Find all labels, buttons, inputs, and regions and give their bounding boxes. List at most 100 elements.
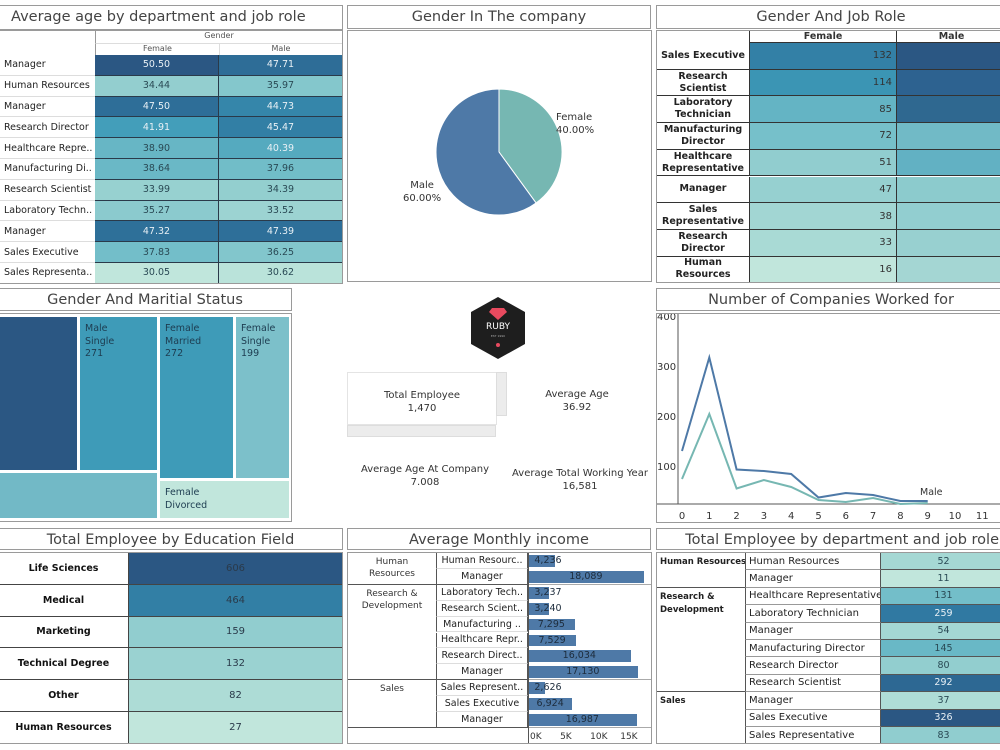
income-role-label: Laboratory Tech..	[436, 584, 528, 601]
job-role-label: Manager	[745, 570, 881, 588]
horizontal-scrollbar[interactable]	[347, 425, 496, 437]
employee-count-cell: 52	[881, 553, 1000, 571]
income-bar	[528, 555, 556, 567]
x-tick-label: 9	[925, 511, 931, 522]
male-count-cell	[896, 176, 1000, 204]
income-bar	[528, 618, 575, 631]
y-tick-label: 300	[657, 362, 676, 373]
average-age-label: Average Age	[545, 389, 609, 400]
x-tick-label: 0	[679, 511, 685, 522]
y-tick-label: 400	[657, 314, 676, 323]
education-table: Life Sciences 606 Medical 464 Marketing 159 Te…	[0, 552, 343, 744]
income-bar-chart: Human Resources Human Resourc.. 4,236 Manag…	[347, 552, 652, 744]
income-title: Average Monthly income	[347, 528, 651, 550]
job-role-label: Manager	[657, 177, 749, 204]
job-role-label: Research Scientist	[745, 674, 881, 693]
job-role-label: Sales Executive	[657, 43, 749, 70]
income-role-label: Sales Represent..	[436, 680, 528, 697]
tile-label: Female Divorced	[165, 487, 208, 511]
income-axis	[528, 553, 529, 743]
age-cell-female: 47.50	[95, 96, 219, 118]
age-cell-male: 44.73	[219, 96, 342, 118]
income-role-label: Human Resourc..	[436, 553, 528, 569]
job-role-label: Laboratory Technician	[745, 605, 881, 623]
companies-line-chart: 100 200 300 400 0 1 2 3 4 5 6 7 8 9 10 11 Male	[657, 314, 1000, 522]
age-cell-female: 33.99	[95, 179, 219, 201]
logo-subtext: EST 1990	[490, 334, 506, 338]
row-label: Manufacturing Di..	[0, 159, 95, 180]
employee-count-cell: 131	[881, 587, 1000, 606]
female-header: Female	[95, 44, 219, 55]
marital-title: Gender And Maritial Status	[0, 288, 292, 311]
age-cell-male: 47.71	[219, 55, 342, 76]
pie-label-male: Male 60.00%	[403, 179, 441, 205]
income-bar	[528, 714, 637, 726]
age-cell-female: 38.64	[95, 159, 219, 180]
age-cell-female: 38.90	[95, 138, 219, 159]
average-age-at-company-kpi: Average Age At Company 7.008	[355, 463, 495, 489]
row-label: Manager	[0, 221, 95, 243]
x-tick-label: 2	[733, 511, 739, 522]
employee-count-cell: 11	[881, 570, 1000, 588]
employee-count-cell: 83	[881, 727, 1000, 743]
income-x-tick: 15K	[620, 732, 638, 742]
dept-label: Sales	[657, 692, 745, 743]
income-bar-label: 18,089	[569, 570, 603, 582]
gender-header: Gender	[95, 31, 342, 44]
employee-count-cell: 326	[881, 709, 1000, 727]
tile-value: 272	[165, 348, 184, 359]
row-label: Sales Representa..	[0, 263, 95, 283]
vertical-scrollbar[interactable]	[496, 372, 507, 416]
income-bar-label: 7,529	[538, 634, 566, 646]
female-header: Female	[749, 31, 896, 43]
job-role-label: Human Resources	[657, 257, 749, 282]
income-bar	[528, 602, 549, 615]
total-employee-value: 1,470	[407, 403, 437, 414]
male-header: Male	[896, 31, 1000, 43]
row-label: Human Resources	[0, 76, 95, 97]
income-bar	[528, 586, 549, 599]
treemap-tile: Female Divorced	[159, 480, 290, 519]
job-role-label: Research Director	[657, 230, 749, 257]
dept-role-table: Human Resources Human Resources 52 Manager 1…	[656, 552, 1000, 744]
income-role-label: Manager	[436, 712, 528, 728]
education-count-cell: 82	[128, 680, 342, 712]
age-cell-female: 35.27	[95, 200, 219, 222]
y-tick-label: 100	[657, 462, 676, 473]
pie-title: Gender In The company	[347, 5, 651, 29]
average-total-working-year-label: Average Total Working Year	[512, 468, 648, 479]
employee-count-cell: 259	[881, 605, 1000, 623]
age-cell-female: 34.44	[95, 75, 219, 97]
income-role-label: Manufacturing ..	[436, 616, 528, 633]
companies-title: Number of Companies Worked for	[656, 288, 1000, 311]
total-employee-kpi: Total Employee 1,470	[348, 389, 496, 415]
education-field-label: Medical	[0, 585, 128, 617]
female-count-cell: 16	[749, 256, 896, 282]
education-count-cell: 27	[128, 712, 342, 743]
pie-slice-female	[498, 88, 563, 204]
male-count-cell	[896, 256, 1000, 282]
age-cell-male: 37.96	[219, 159, 342, 180]
x-tick-label: 5	[815, 511, 821, 522]
education-field-label: Life Sciences	[0, 553, 128, 585]
pie-panel: Female 40.00% Male 60.00%	[347, 30, 652, 282]
income-bar-label: 3,237	[534, 586, 562, 598]
job-role-label: Sales Representative	[745, 727, 881, 743]
job-role-label: Laboratory Technician	[657, 96, 749, 124]
row-label: Research Scientist	[0, 180, 95, 201]
female-count-cell: 114	[749, 69, 896, 97]
female-count-cell: 132	[749, 43, 896, 70]
income-dept-label: Research & Development	[348, 585, 436, 681]
x-tick-label: 11	[976, 511, 989, 522]
income-bar-label: 6,924	[536, 698, 564, 710]
income-role-label: Manager	[436, 664, 528, 681]
row-label: Laboratory Techn..	[0, 201, 95, 222]
job-role-label: Manufacturing Director	[657, 123, 749, 150]
tile-label: Male Single	[85, 323, 115, 347]
job-role-label: Manager	[745, 622, 881, 640]
income-bar	[528, 698, 573, 710]
education-count-cell: 132	[128, 648, 342, 681]
income-dept-label: Sales	[348, 680, 436, 728]
tile-value: 199	[241, 348, 260, 359]
x-tick-label: 7	[870, 511, 876, 522]
